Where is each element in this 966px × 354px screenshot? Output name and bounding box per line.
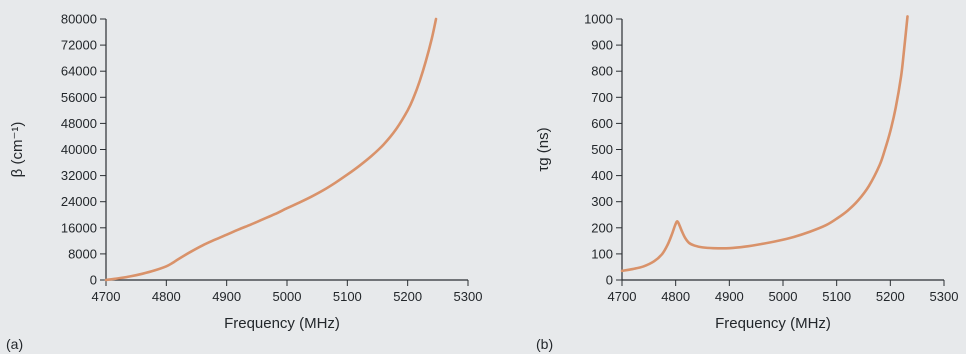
y-tick-label: 32000	[61, 168, 97, 183]
x-tick-label: 5000	[769, 289, 798, 304]
chart-panel-a: 0 8000 16000 24000 32000 40000 48000 56000 64000…	[6, 12, 482, 353]
x-tick-label: 5200	[876, 289, 905, 304]
y-tick-label: 0	[90, 273, 97, 288]
y-tick-label: 48000	[61, 116, 97, 131]
y-tick-label: 900	[591, 38, 613, 53]
y-axis-title: τg (ns)	[535, 127, 552, 171]
x-tick-label: 4900	[212, 289, 241, 304]
panel-label: (a)	[6, 336, 23, 352]
x-tick-label: 4800	[661, 289, 690, 304]
y-tick-label: 8000	[68, 246, 97, 261]
x-tick-label: 5300	[454, 289, 483, 304]
y-tick-label: 400	[591, 168, 613, 183]
y-tick-label: 200	[591, 220, 613, 235]
y-tick-label: 24000	[61, 194, 97, 209]
y-axis-title: β (cm⁻¹)	[9, 122, 26, 178]
y-tick-label: 0	[606, 273, 613, 288]
chart-panel-b: 0 100 200 300 400 500 600 700 800 900 1000 4700 4800…	[535, 12, 958, 353]
y-tick-label: 800	[591, 64, 613, 79]
y-tick-label: 16000	[61, 220, 97, 235]
y-tick-label: 500	[591, 142, 613, 157]
x-tick-label: 4800	[152, 289, 181, 304]
x-tick-label: 5100	[822, 289, 851, 304]
x-tick-label: 5000	[273, 289, 302, 304]
series-line	[104, 17, 438, 282]
y-tick-label: 700	[591, 90, 613, 105]
x-axis-title: Frequency (MHz)	[224, 315, 340, 332]
y-tick-label: 56000	[61, 90, 97, 105]
panel-label: (b)	[536, 336, 553, 352]
y-tick-label: 600	[591, 116, 613, 131]
x-tick-label: 4700	[92, 289, 121, 304]
y-tick-label: 300	[591, 194, 613, 209]
x-tick-label: 5200	[393, 289, 422, 304]
y-tick-label: 64000	[61, 64, 97, 79]
x-tick-label: 4700	[608, 289, 637, 304]
series-line	[620, 15, 909, 273]
x-tick-label: 5300	[930, 289, 959, 304]
x-tick-label: 4900	[715, 289, 744, 304]
x-tick-label: 5100	[333, 289, 362, 304]
y-tick-label: 80000	[61, 12, 97, 27]
y-tick-label: 100	[591, 246, 613, 261]
y-tick-label: 40000	[61, 142, 97, 157]
y-tick-label: 72000	[61, 38, 97, 53]
y-tick-label: 1000	[584, 12, 613, 27]
x-axis-title: Frequency (MHz)	[715, 315, 831, 332]
